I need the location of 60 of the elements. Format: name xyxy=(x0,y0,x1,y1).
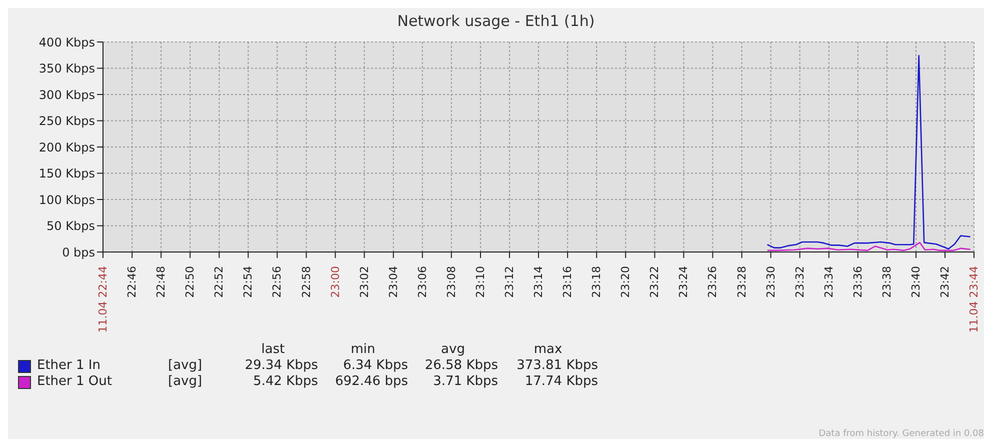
text: 373.81 Kbps xyxy=(516,358,598,374)
text: 17.74 Kbps xyxy=(524,374,598,390)
x-tick-label: 22:52 xyxy=(212,266,226,298)
x-tick-label: 23:10 xyxy=(474,266,487,298)
x-tick-label: 22:58 xyxy=(300,266,313,298)
x-tick-label: 23:02 xyxy=(358,266,371,298)
x-tick-label: 23:34 xyxy=(822,266,836,298)
x-tick-label: 22:54 xyxy=(242,266,255,298)
y-tick-label: 100 Kbps xyxy=(38,192,95,207)
x-tick-label: 23:04 xyxy=(386,266,400,298)
x-tick-label: 23:06 xyxy=(416,266,429,298)
text: 29.34 Kbps xyxy=(244,358,318,374)
text: last xyxy=(260,342,286,358)
x-tick-label: 22:46 xyxy=(126,266,139,298)
text: 5.42 Kbps xyxy=(252,374,318,390)
x-tick-label: 22:48 xyxy=(154,266,168,298)
x-tick-label: 23:16 xyxy=(561,266,574,298)
legend-label: Ether 1 Out xyxy=(37,374,112,390)
x-tick-label: 23:08 xyxy=(444,266,458,298)
x-tick-label: 23:12 xyxy=(502,266,516,298)
text: 26.58 Kbps xyxy=(424,358,498,374)
y-tick-label: 250 Kbps xyxy=(38,114,95,128)
line-series xyxy=(766,55,971,250)
text: 3.71 Kbps xyxy=(432,374,498,390)
x-tick-label: 23:24 xyxy=(677,266,690,298)
x-tick-label: 23:36 xyxy=(851,266,864,298)
x-tick-label: 23:22 xyxy=(648,266,662,298)
x-tick-label: 23:20 xyxy=(619,266,632,298)
x-tick-label: 22:50 xyxy=(184,266,197,298)
x-tick-label: 23:18 xyxy=(590,266,604,298)
x-tick-label: 23:26 xyxy=(706,266,720,298)
text: avg xyxy=(440,342,466,358)
chart-title: Network usage - Eth1 (1h) xyxy=(396,11,596,32)
x-tick-label: 23:28 xyxy=(735,266,748,298)
y-tick-label: 350 Kbps xyxy=(38,62,95,76)
text: [avg] xyxy=(168,358,204,374)
x-tick-label: 11.04 23:44 xyxy=(968,266,980,333)
x-tick-label: 23:42 xyxy=(938,266,952,298)
y-tick-label: 400 Kbps xyxy=(38,35,95,50)
text: Data from history. Generated in 0.08 xyxy=(818,429,984,439)
y-tick-label: 200 Kbps xyxy=(38,140,95,154)
x-tick-label: 11.04 22:44 xyxy=(96,266,110,333)
x-tick-label: 23:40 xyxy=(909,266,922,298)
y-tick-label: 50 Kbps xyxy=(46,219,95,234)
y-tick-label: 0 bps xyxy=(62,245,95,260)
y-tick-label: 300 Kbps xyxy=(38,88,95,102)
text: max xyxy=(532,342,564,358)
y-tick-label: 150 Kbps xyxy=(38,166,95,181)
x-tick-label: 23:32 xyxy=(793,266,806,298)
text: 692.46 bps xyxy=(334,374,408,390)
x-tick-label: 23:38 xyxy=(880,266,894,298)
text: min xyxy=(350,342,376,358)
text: [avg] xyxy=(168,374,204,390)
x-tick-label: 23:14 xyxy=(532,266,545,298)
x-tick-label: 22:56 xyxy=(270,266,284,298)
line-series xyxy=(766,242,971,252)
x-tick-label: 23:30 xyxy=(764,266,778,298)
x-tick-label: 23:00 xyxy=(328,266,342,298)
text: 6.34 Kbps xyxy=(342,358,408,374)
legend-label: Ether 1 In xyxy=(37,358,101,374)
